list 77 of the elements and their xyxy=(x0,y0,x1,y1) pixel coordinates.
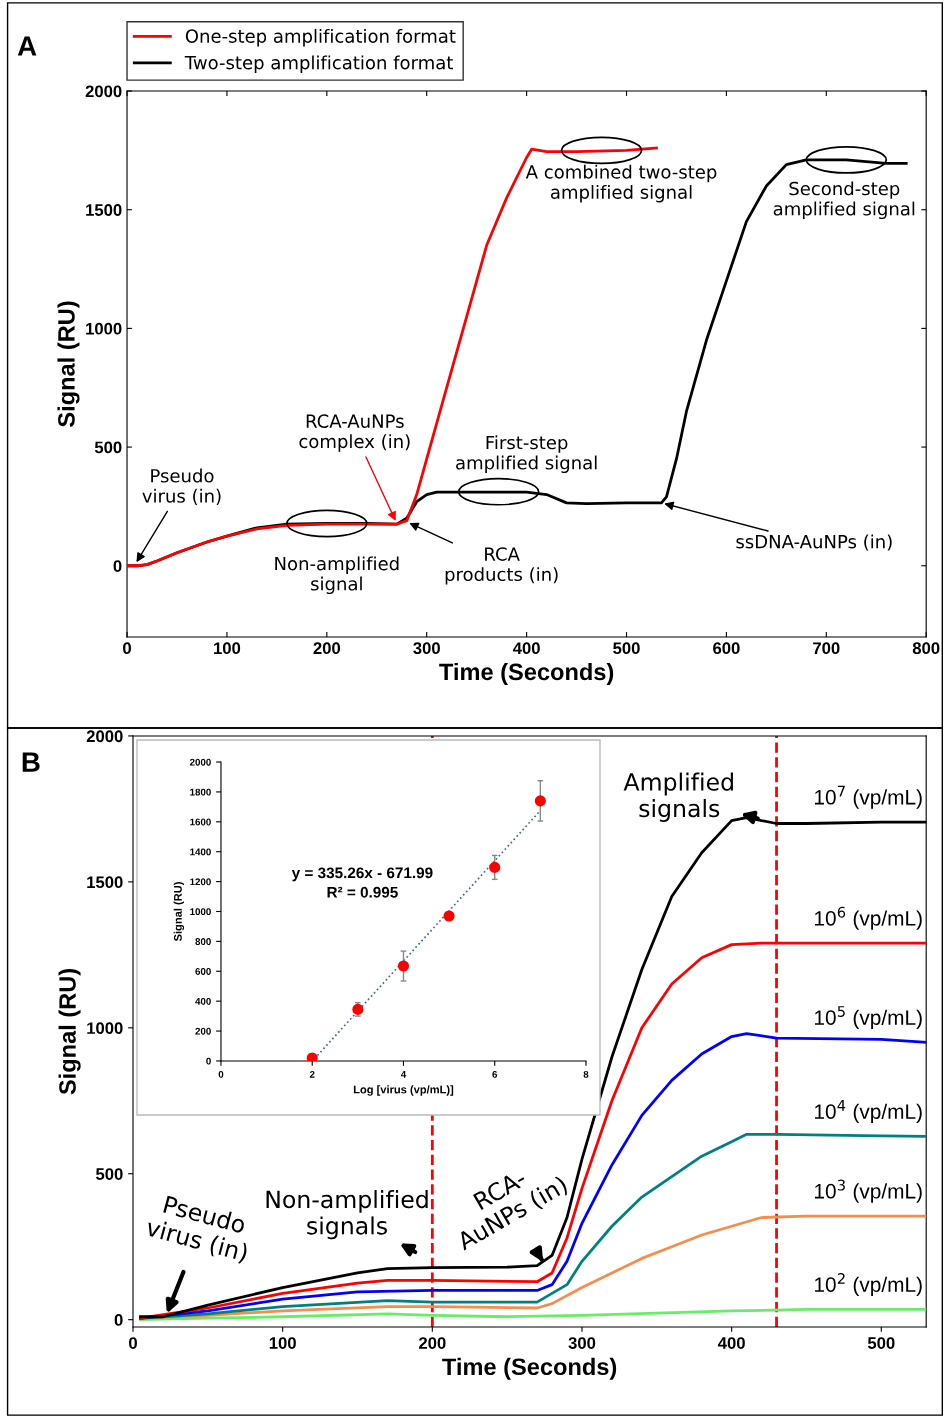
x-tick-label: 600 xyxy=(713,642,740,655)
y-tick-label: 500 xyxy=(94,441,122,454)
annotation: Amplified signals xyxy=(623,772,733,822)
y-tick-label: 2000 xyxy=(86,730,123,743)
y-tick-label: 1400 xyxy=(190,848,211,856)
annotation: RCA-AuNPs complex (in) xyxy=(299,414,410,452)
x-tick-label: 0 xyxy=(123,642,131,655)
y-tick-label: 400 xyxy=(195,997,211,1005)
annotation: R² = 0.995 xyxy=(327,886,398,898)
text: A xyxy=(17,36,37,56)
y-tick-label: 1600 xyxy=(190,818,211,826)
y-tick-label: 1500 xyxy=(87,876,123,889)
x-tick-label: 200 xyxy=(313,642,341,655)
y-tick-label: 1800 xyxy=(190,788,211,796)
legend-label: Two-step amplification format xyxy=(184,55,453,73)
x-tick-label: 2 xyxy=(309,1070,315,1078)
y-tick-label: 0 xyxy=(206,1057,211,1065)
x-tick-label: 800 xyxy=(912,642,940,655)
series-label: 10$^{2}$ (vp/mL) xyxy=(815,1272,922,1297)
y-tick-label: 1000 xyxy=(87,1022,123,1035)
series-label: 10$^{3}$ (vp/mL) xyxy=(815,1179,922,1203)
annotation: ssDNA-AuNPs (in) xyxy=(736,534,892,551)
series-label: 10$^{7}$ (vp/mL) xyxy=(815,785,922,809)
annotation: y = 335.26x - 671.99 xyxy=(291,867,433,882)
point xyxy=(397,960,410,972)
x-tick-label: 100 xyxy=(269,1337,296,1349)
y-tick-label: 1000 xyxy=(86,322,122,335)
line-series xyxy=(139,1132,927,1320)
point xyxy=(489,861,501,873)
x-tick-label: 4 xyxy=(400,1071,407,1078)
y-tick-label: 0 xyxy=(113,560,122,572)
x-axis-title: Log [virus (vp/mL)] xyxy=(353,1085,454,1096)
x-tick-label: 300 xyxy=(413,642,440,655)
y-tick-label: 0 xyxy=(114,1314,123,1326)
x-axis-title: Time (Seconds) xyxy=(439,662,614,685)
y-tick-label: 1000 xyxy=(190,908,211,916)
annotation: Non-amplified signal xyxy=(275,556,399,595)
y-tick-label: 200 xyxy=(195,1027,211,1035)
series-label: 10$^{5}$ (vp/mL) xyxy=(815,1006,922,1030)
x-tick-label: 400 xyxy=(717,1337,745,1349)
line-series xyxy=(139,1308,927,1322)
x-tick-label: 500 xyxy=(867,1337,895,1349)
y-axis-title: Signal (RU) xyxy=(58,969,81,1095)
y-tick-label: 600 xyxy=(195,968,211,975)
x-tick-label: 700 xyxy=(813,642,840,655)
y-tick-label: 2000 xyxy=(85,85,122,98)
y-tick-label: 1500 xyxy=(86,204,122,216)
x-tick-label: 0 xyxy=(129,1337,137,1349)
annotation: Second-step amplified signal xyxy=(773,181,915,220)
x-tick-label: 6 xyxy=(492,1070,498,1078)
series-label: 10$^{4}$ (vp/mL) xyxy=(815,1100,922,1124)
x-tick-label: 200 xyxy=(419,1337,446,1349)
y-axis-title: Signal (RU) xyxy=(173,882,185,942)
x-tick-label: 0 xyxy=(218,1070,224,1078)
annotation: A combined two-step amplified signal xyxy=(525,164,717,203)
annotation: First-step amplified signal xyxy=(456,435,597,474)
x-tick-label: 300 xyxy=(568,1337,596,1349)
point xyxy=(534,795,546,807)
y-tick-label: 500 xyxy=(95,1168,123,1180)
point xyxy=(306,1052,318,1061)
y-tick-label: 2000 xyxy=(189,758,211,766)
annotation: RCA products (in) xyxy=(445,547,558,585)
annotation: Pseudo virus (in) xyxy=(144,1194,249,1265)
x-tick-label: 8 xyxy=(583,1070,589,1078)
x-axis-title: Time (Seconds) xyxy=(442,1357,617,1380)
text: B xyxy=(22,752,40,772)
y-tick-label: 1200 xyxy=(190,878,211,886)
y-tick-label: 800 xyxy=(195,938,211,945)
point xyxy=(443,910,455,922)
annotation: Pseudo virus (in) xyxy=(142,468,221,505)
x-tick-label: 100 xyxy=(214,642,241,655)
annotation: Non-amplified signals xyxy=(266,1189,428,1240)
x-tick-label: 400 xyxy=(512,642,540,655)
y-axis-title: Signal (RU) xyxy=(57,301,80,427)
legend-label: One-step amplification format xyxy=(185,28,456,47)
x-tick-label: 500 xyxy=(613,642,640,655)
series-label: 10$^{6}$ (vp/mL) xyxy=(815,906,922,930)
